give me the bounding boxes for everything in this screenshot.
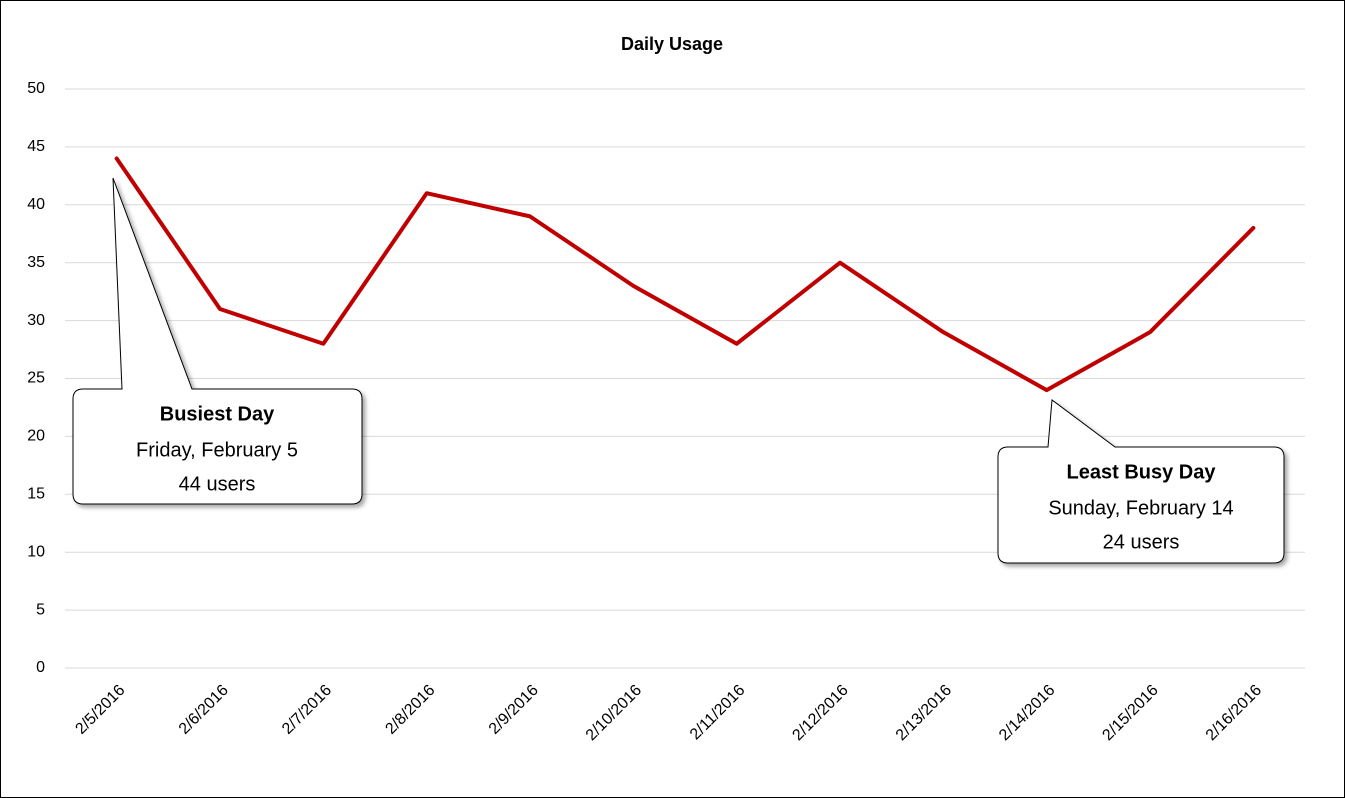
y-tick-label: 10 — [27, 543, 45, 560]
callout-box — [72, 177, 363, 505]
y-tick-label: 30 — [27, 312, 45, 329]
callout-line: 44 users — [179, 473, 256, 495]
callout-line: Sunday, February 14 — [1048, 497, 1233, 519]
callout-box — [997, 399, 1285, 564]
y-tick-label: 35 — [27, 254, 45, 271]
y-tick-label: 0 — [36, 659, 45, 676]
callout-title: Least Busy Day — [1067, 461, 1217, 483]
data-line — [114, 156, 1256, 393]
y-tick-label: 25 — [27, 370, 45, 387]
y-tick-label: 5 — [36, 601, 45, 618]
callout: Busiest Day Friday, February 5 44 users — [72, 177, 363, 505]
callout-title: Busiest Day — [160, 403, 275, 425]
callout: Least Busy Day Sunday, February 14 24 us… — [997, 399, 1285, 564]
callout-line: Friday, February 5 — [136, 439, 298, 461]
y-tick-label: 40 — [27, 196, 45, 213]
callout-line: 24 users — [1103, 531, 1180, 553]
y-tick-label: 50 — [27, 80, 45, 97]
y-tick-label: 45 — [27, 138, 45, 155]
grid: 0 5 10 15 20 25 30 35 40 45 50 — [27, 80, 1305, 676]
y-tick-label: 20 — [27, 428, 45, 445]
chart-title: Daily Usage — [621, 34, 723, 54]
y-tick-label: 15 — [27, 486, 45, 503]
